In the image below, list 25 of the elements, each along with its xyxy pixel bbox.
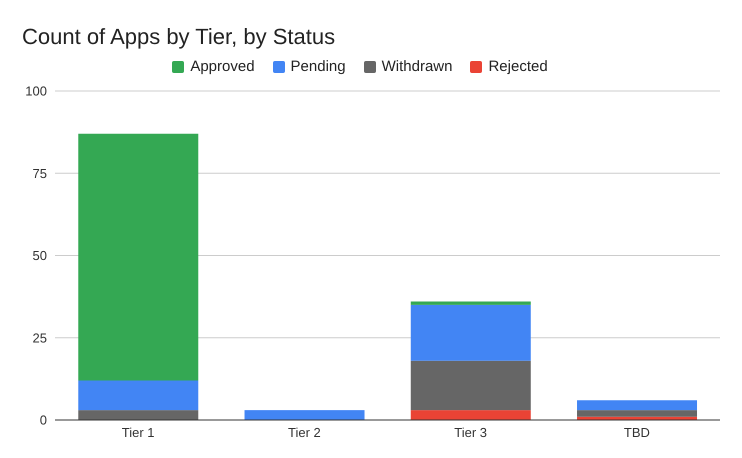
x-tick-label: Tier 3 <box>454 425 487 440</box>
bar <box>244 410 365 420</box>
chart-title: Count of Apps by Tier, by Status <box>22 24 336 50</box>
x-tick-label: Tier 1 <box>122 425 154 440</box>
bar <box>410 410 531 420</box>
bar <box>577 416 698 420</box>
legend-label: Rejected <box>487 58 548 75</box>
bar <box>577 400 698 410</box>
bar <box>577 410 698 417</box>
y-tick-label: 50 <box>32 248 47 264</box>
bar <box>78 410 198 420</box>
x-tick-label: TBD <box>624 425 650 440</box>
bar <box>410 360 531 410</box>
bar <box>410 302 531 305</box>
bar <box>410 304 531 361</box>
y-tick-label: 100 <box>25 84 47 99</box>
bar <box>78 134 198 381</box>
bar <box>78 380 198 410</box>
legend-label: Withdrawn <box>380 58 452 75</box>
legend-label: Pending <box>290 58 346 75</box>
legend-label: Approved <box>189 58 255 75</box>
y-tick-label: 75 <box>32 166 47 181</box>
y-tick-label: 25 <box>32 330 47 346</box>
x-tick-label: Tier 2 <box>288 425 321 440</box>
y-tick-label: 0 <box>40 412 47 428</box>
